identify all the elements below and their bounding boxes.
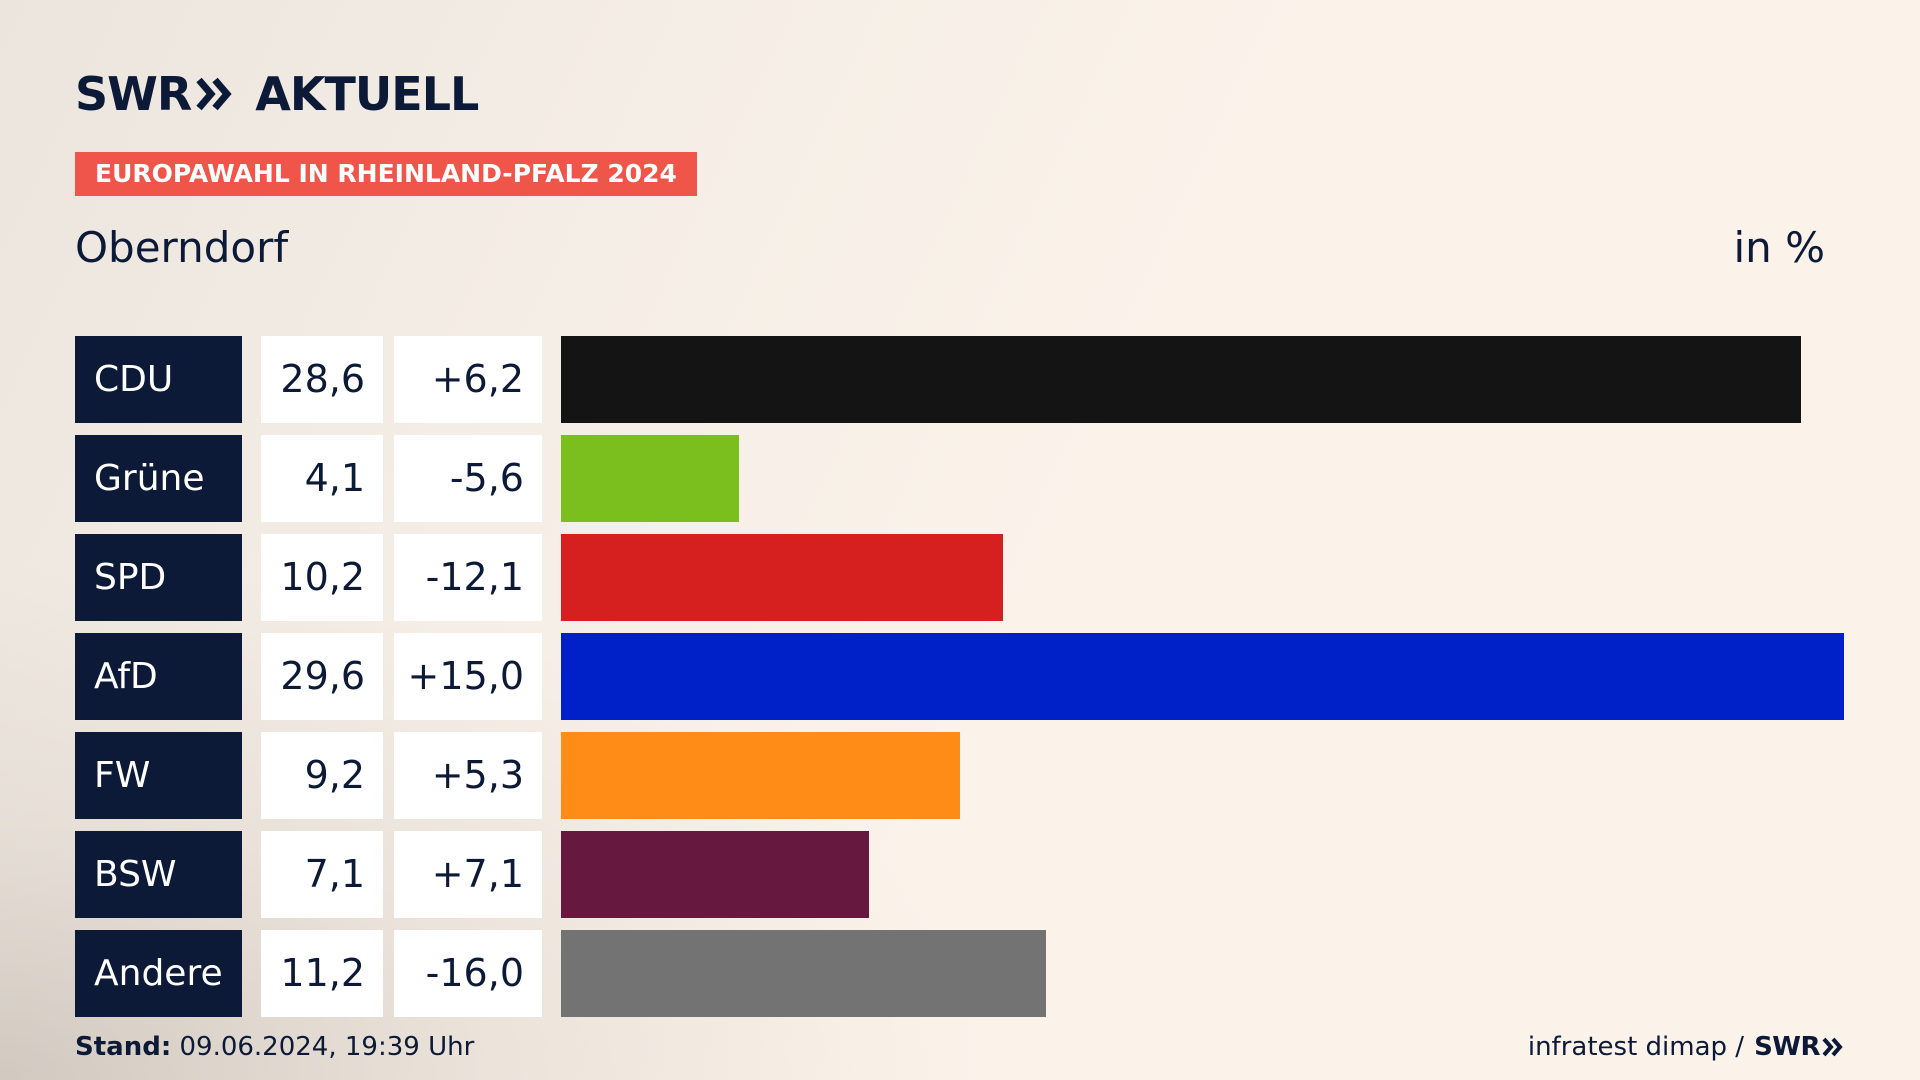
result-row: Andere 11,2 -16,0 — [75, 930, 1845, 1017]
double-chevron-icon — [196, 77, 232, 111]
election-badge: EUROPAWAHL IN RHEINLAND-PFALZ 2024 — [75, 152, 697, 196]
source-swr-logo: SWR — [1754, 1030, 1844, 1064]
bar — [561, 435, 739, 522]
value-label: 29,6 — [261, 633, 383, 720]
result-row: AfD 29,6 +15,0 — [75, 633, 1845, 720]
party-label: AfD — [75, 633, 242, 720]
diff-label: -12,1 — [394, 534, 542, 621]
source-credit: infratest dimap / SWR — [1528, 1030, 1844, 1064]
timestamp: Stand: 09.06.2024, 19:39 Uhr — [75, 1030, 474, 1064]
party-label: Grüne — [75, 435, 242, 522]
bar — [561, 732, 960, 819]
diff-label: +6,2 — [394, 336, 542, 423]
party-label: BSW — [75, 831, 242, 918]
diff-label: +5,3 — [394, 732, 542, 819]
value-label: 28,6 — [261, 336, 383, 423]
value-label: 4,1 — [261, 435, 383, 522]
result-row: Grüne 4,1 -5,6 — [75, 435, 1845, 522]
stand-value: 09.06.2024, 19:39 Uhr — [179, 1032, 475, 1062]
logo-brand: SWR — [75, 67, 192, 121]
diff-label: -16,0 — [394, 930, 542, 1017]
value-label: 10,2 — [261, 534, 383, 621]
swr-aktuell-logo: SWR AKTUELL — [75, 67, 479, 121]
bar — [561, 831, 869, 918]
source-text: infratest dimap / — [1527, 1032, 1745, 1062]
source-logo-text: SWR — [1754, 1032, 1820, 1062]
result-row: BSW 7,1 +7,1 — [75, 831, 1845, 918]
diff-label: +7,1 — [394, 831, 542, 918]
bar — [561, 534, 1003, 621]
bar — [561, 336, 1801, 423]
place-title: Oberndorf — [75, 223, 289, 272]
diff-label: +15,0 — [394, 633, 542, 720]
party-label: CDU — [75, 336, 242, 423]
diff-label: -5,6 — [394, 435, 542, 522]
bar — [561, 930, 1046, 1017]
result-row: SPD 10,2 -12,1 — [75, 534, 1845, 621]
party-label: SPD — [75, 534, 242, 621]
result-row: CDU 28,6 +6,2 — [75, 336, 1845, 423]
value-label: 9,2 — [261, 732, 383, 819]
logo-suffix: AKTUELL — [255, 67, 479, 121]
party-label: FW — [75, 732, 242, 819]
value-label: 7,1 — [261, 831, 383, 918]
double-chevron-icon — [1822, 1037, 1843, 1057]
party-label: Andere — [75, 930, 242, 1017]
value-label: 11,2 — [261, 930, 383, 1017]
unit-label: in % — [1733, 223, 1825, 272]
result-row: FW 9,2 +5,3 — [75, 732, 1845, 819]
stand-label: Stand: — [75, 1032, 172, 1062]
bar — [561, 633, 1844, 720]
